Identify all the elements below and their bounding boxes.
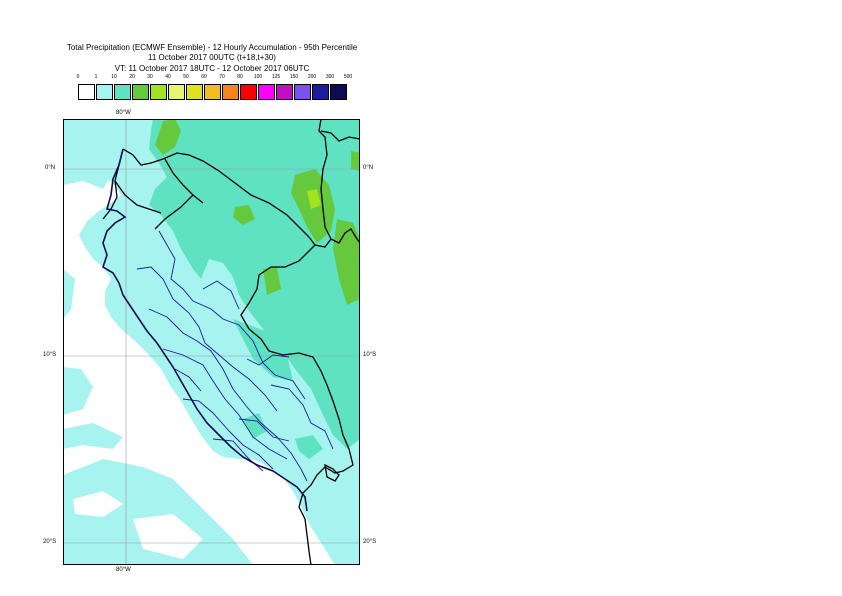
legend-swatch-6 — [186, 84, 203, 100]
legend-label-2: 10 — [111, 74, 117, 80]
precip-field-yellowgreen — [307, 189, 321, 209]
map-canvas — [63, 119, 360, 565]
legend-label-13: 200 — [307, 74, 317, 80]
legend-label-1: 1 — [94, 74, 98, 80]
legend-label-9: 80 — [237, 74, 243, 80]
legend-label-11: 125 — [271, 74, 281, 80]
precip-field-medium-2 — [233, 319, 293, 381]
legend-swatch-1 — [96, 84, 113, 100]
precip-field-green-1 — [155, 119, 181, 155]
precip-field-ocean-7 — [133, 514, 203, 559]
legend-swatch-11 — [276, 84, 293, 100]
precip-field-ocean-5 — [63, 459, 253, 565]
legend-swatch-14 — [330, 84, 347, 100]
precipitation-map[interactable]: 80°W — [63, 119, 360, 565]
legend-label-0: 0 — [76, 74, 80, 80]
legend-swatch-0 — [78, 84, 95, 100]
lat-label-right-0: 0°N — [363, 165, 374, 171]
precip-field-ocean-3 — [63, 367, 93, 415]
legend-swatch-4 — [150, 84, 167, 100]
legend-label-10: 100 — [253, 74, 263, 80]
precip-field-ocean-2 — [63, 269, 75, 319]
legend-label-15: 500 — [343, 74, 353, 80]
precip-field-ocean-4 — [63, 423, 123, 449]
legend-label-7: 60 — [201, 74, 207, 80]
precip-field-medium-3 — [295, 435, 323, 459]
legend-label-5: 40 — [165, 74, 171, 80]
precipitation-legend: 0 1 10 20 30 40 50 60 70 80 100 125 150 200 300 500 — [76, 74, 352, 104]
lat-label-right-20s: 20°S — [363, 539, 377, 545]
lon-label-bottom: 80°W — [116, 567, 131, 573]
legend-swatch-7 — [204, 84, 221, 100]
legend-label-6: 50 — [183, 74, 189, 80]
precip-field-green-6 — [351, 151, 360, 171]
legend-swatch-5 — [168, 84, 185, 100]
legend-label-12: 150 — [289, 74, 299, 80]
precip-field-medium-4 — [243, 413, 267, 439]
legend-swatch-8 — [222, 84, 239, 100]
legend-swatch-10 — [258, 84, 275, 100]
legend-swatch-12 — [294, 84, 311, 100]
precip-field-ocean-1 — [63, 155, 115, 189]
legend-label-4: 30 — [147, 74, 153, 80]
lat-label-left-10s: 10°S — [43, 352, 57, 358]
lat-label-right-10s: 10°S — [363, 352, 377, 358]
legend-label-14: 300 — [325, 74, 335, 80]
legend-swatch-2 — [114, 84, 131, 100]
lat-label-left-0: 0°N — [45, 165, 56, 171]
precip-field-green-4 — [233, 205, 255, 225]
lon-label-top-outer: 80°W — [116, 110, 131, 116]
base-time-label: 11 October 2017 00UTC (t+18,t+30) — [148, 53, 276, 62]
coastline — [102, 148, 308, 512]
legend-swatch-9 — [240, 84, 257, 100]
legend-label-8: 70 — [219, 74, 225, 80]
precip-field-green-5 — [263, 267, 281, 295]
legend-label-3: 20 — [129, 74, 135, 80]
precip-field-ocean-6 — [73, 491, 123, 517]
legend-swatch-13 — [312, 84, 329, 100]
lat-label-left-20s: 20°S — [43, 539, 57, 545]
valid-time-label: VT: 11 October 2017 18UTC - 12 October 2… — [114, 64, 310, 73]
map-title: Total Precipitation (ECMWF Ensemble) - 1… — [66, 43, 358, 52]
legend-swatch-3 — [132, 84, 149, 100]
